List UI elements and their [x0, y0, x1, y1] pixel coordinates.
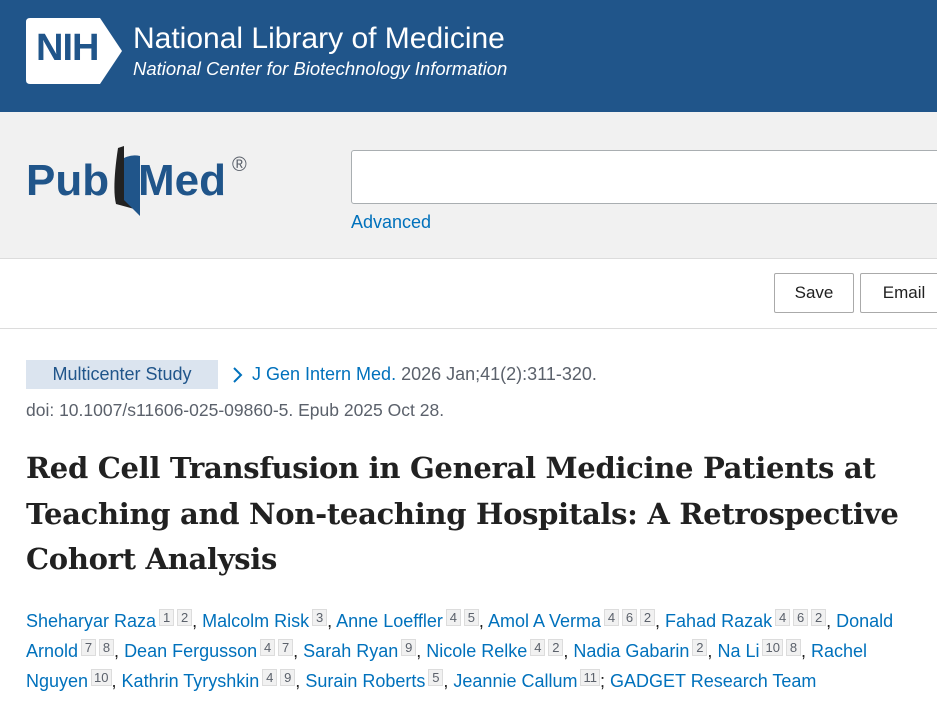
citation-line: J Gen Intern Med. 2026 Jan;41(2):311-320…: [252, 364, 597, 385]
author-entry: Sarah Ryan 9,: [303, 639, 422, 661]
author-entry: Donald Arnold 7 8,: [26, 611, 893, 661]
separator: ,: [192, 611, 198, 631]
author-name[interactable]: Nicole Relke: [426, 641, 528, 661]
affiliation-number[interactable]: 4: [775, 609, 791, 626]
separator: ,: [563, 641, 569, 661]
separator: ,: [707, 641, 713, 661]
save-button[interactable]: Save: [774, 273, 854, 313]
affiliation-number[interactable]: 10: [762, 639, 783, 656]
affiliation-number[interactable]: 4: [604, 609, 620, 626]
separator: ,: [327, 611, 333, 631]
author-name[interactable]: Sarah Ryan: [303, 641, 399, 661]
separator: ,: [826, 611, 832, 631]
separator: ,: [295, 671, 301, 691]
author-entry: Kathrin Tyryshkin 4 9,: [121, 669, 301, 691]
affiliation-number[interactable]: 8: [99, 639, 115, 656]
pubmed-logo-right[interactable]: Med: [138, 156, 226, 205]
publication-type: Multicenter Study: [26, 360, 218, 389]
header-title[interactable]: National Library of Medicine: [133, 22, 505, 55]
affiliation-number[interactable]: 7: [81, 639, 97, 656]
separator: ,: [655, 611, 661, 631]
author-entry: Fahad Razak 4 6 2,: [665, 609, 832, 631]
affiliation-number[interactable]: 9: [401, 639, 417, 656]
doi: doi: 10.1007/s11606-025-09860-5. Epub 20…: [26, 400, 445, 420]
author-name[interactable]: Anne Loeffler: [336, 611, 443, 631]
affiliation-number[interactable]: 2: [811, 609, 827, 626]
affiliation-number[interactable]: 6: [622, 609, 638, 626]
separator: ,: [800, 641, 806, 661]
author-list: Sheharyar Raza 1 2, Malcolm Risk 3, Anne Lo…: [26, 606, 906, 696]
affiliation-number[interactable]: 5: [463, 609, 479, 626]
registered-mark: ®: [232, 154, 247, 176]
pubmed-book-icon: [114, 146, 140, 216]
affiliation-number[interactable]: 4: [262, 669, 278, 686]
author-entry: Na Li 10 8,: [717, 639, 806, 661]
author-name[interactable]: Rachel Nguyen: [26, 641, 868, 691]
author-name[interactable]: Dean Fergusson: [124, 641, 258, 661]
affiliation-number[interactable]: 10: [91, 669, 112, 686]
author-entry: Sheharyar Raza 1 2,: [26, 609, 198, 631]
author-name[interactable]: Kathrin Tyryshkin: [121, 671, 260, 691]
author-name[interactable]: Surain Roberts: [305, 671, 426, 691]
affiliation-number[interactable]: 9: [280, 669, 296, 686]
author-name[interactable]: GADGET Research Team: [610, 671, 817, 691]
divider: [0, 328, 937, 329]
author-entry: Nadia Gabarin 2,: [573, 639, 713, 661]
affiliation-number[interactable]: 4: [260, 639, 276, 656]
affiliation-number[interactable]: 6: [793, 609, 809, 626]
header-subtitle: National Center for Biotechnology Inform…: [133, 58, 508, 79]
affiliation-number[interactable]: 2: [640, 609, 656, 626]
affiliation-number[interactable]: 5: [428, 669, 444, 686]
journal-link[interactable]: J Gen Intern Med.: [252, 364, 397, 384]
separator: ,: [478, 611, 484, 631]
author-name[interactable]: Nadia Gabarin: [573, 641, 690, 661]
nih-logo[interactable]: [26, 18, 126, 84]
author-name[interactable]: Amol A Verma: [487, 611, 602, 631]
author-name[interactable]: Malcolm Risk: [202, 611, 310, 631]
citation: 2026 Jan;41(2):311-320.: [401, 364, 597, 384]
author-entry: GADGET Research Team: [610, 671, 816, 691]
author-entry: Amol A Verma 4 6 2,: [487, 609, 661, 631]
separator: ,: [111, 671, 117, 691]
author-name[interactable]: Donald Arnold: [26, 611, 894, 661]
separator: ,: [114, 641, 120, 661]
affiliation-number[interactable]: 8: [785, 639, 801, 656]
author-entry: Jeannie Callum 11;: [453, 669, 605, 691]
advanced-link[interactable]: Advanced: [351, 212, 432, 232]
nih-header: [0, 0, 937, 112]
affiliation-number[interactable]: 4: [530, 639, 546, 656]
author-entry: Dean Fergusson 4 7,: [124, 639, 299, 661]
author-entry: Malcolm Risk 3,: [202, 609, 333, 631]
separator: ;: [599, 671, 605, 691]
email-button[interactable]: Email: [860, 273, 937, 313]
article-title: Red Cell Transfusion in General Medicine…: [26, 451, 899, 576]
affiliation-number[interactable]: 2: [692, 639, 708, 656]
author-entry: Nicole Relke 4 2,: [426, 639, 569, 661]
affiliation-number[interactable]: 11: [580, 669, 600, 686]
author-entry: Anne Loeffler 4 5,: [336, 609, 484, 631]
nih-logo-text: NIH: [36, 27, 99, 69]
author-name[interactable]: Fahad Razak: [665, 611, 773, 631]
separator: ,: [416, 641, 422, 661]
author-name[interactable]: Sheharyar Raza: [26, 611, 157, 631]
affiliation-number[interactable]: 1: [159, 609, 175, 626]
author-entry: Surain Roberts 5,: [305, 669, 449, 691]
separator: ,: [443, 671, 449, 691]
author-name[interactable]: Na Li: [717, 641, 760, 661]
affiliation-number[interactable]: 7: [278, 639, 294, 656]
pubmed-logo-left[interactable]: Pub: [26, 156, 110, 205]
search-input[interactable]: [351, 150, 937, 204]
affiliation-number[interactable]: 3: [312, 609, 328, 626]
chevron-icon: [233, 367, 243, 383]
affiliation-number[interactable]: 2: [548, 639, 564, 656]
separator: ,: [293, 641, 299, 661]
author-name[interactable]: Jeannie Callum: [453, 671, 578, 691]
author-entry: Rachel Nguyen 10,: [26, 641, 867, 691]
affiliation-number[interactable]: 4: [445, 609, 461, 626]
affiliation-number[interactable]: 2: [177, 609, 193, 626]
